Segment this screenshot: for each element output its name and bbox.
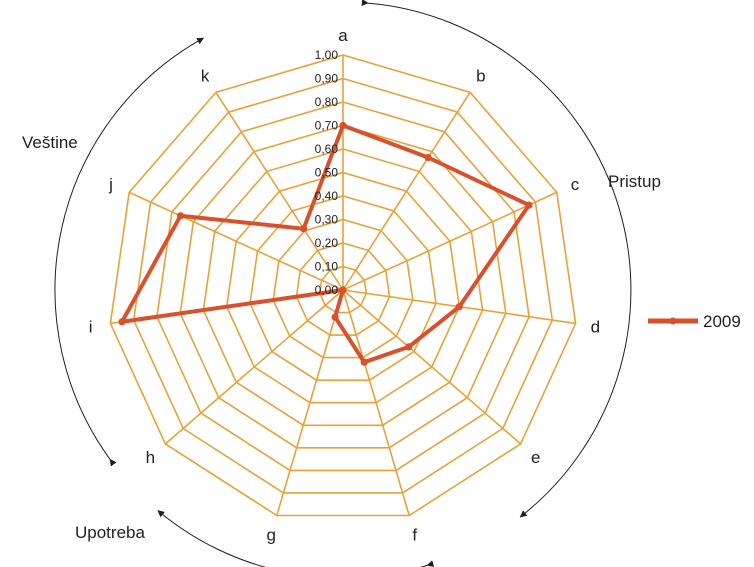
data-point <box>339 121 347 130</box>
category-label: b <box>476 67 485 86</box>
data-point <box>424 153 432 162</box>
data-point <box>339 286 347 294</box>
tick-label: 0,50 <box>315 166 339 180</box>
category-label: k <box>201 67 210 86</box>
tick-label: 0,30 <box>315 213 339 227</box>
data-point <box>525 201 533 209</box>
category-labels: a b c d e f g h i j k <box>89 26 600 545</box>
tick-label: 0,10 <box>315 260 339 274</box>
series-layer <box>118 121 533 366</box>
grid-spoke <box>276 289 344 516</box>
data-point <box>118 318 126 326</box>
data-point <box>176 212 185 220</box>
tick-label: 0,40 <box>315 189 339 203</box>
group-label-vestine: Veštine <box>22 133 78 152</box>
series-line-2009 <box>120 123 531 365</box>
group-arrow <box>361 0 632 518</box>
group-arrows <box>54 0 632 567</box>
tick-label: 1,00 <box>315 48 339 62</box>
data-point <box>360 358 368 366</box>
category-label: e <box>531 448 540 467</box>
group-arrow <box>157 510 435 567</box>
tick-label: 0,90 <box>315 72 339 86</box>
group-label-upotreba: Upotreba <box>75 523 145 542</box>
data-point <box>455 303 463 311</box>
legend-marker <box>669 317 677 325</box>
tick-label: 0,70 <box>315 119 339 133</box>
group-label-pristup: Pristup <box>608 172 661 191</box>
tick-label: 0,20 <box>315 236 339 250</box>
category-label: j <box>108 175 113 194</box>
data-point <box>331 313 339 321</box>
category-label: h <box>146 448 155 467</box>
legend-label: 2009 <box>703 312 741 331</box>
category-label: d <box>591 317 600 336</box>
category-label: a <box>338 26 348 45</box>
data-point <box>405 343 413 351</box>
tick-label: 0,00 <box>315 283 339 297</box>
category-label: c <box>571 175 580 194</box>
group-arrow <box>54 37 205 467</box>
tick-label: 0,80 <box>315 95 339 109</box>
category-label: f <box>412 526 417 545</box>
category-label: g <box>266 526 275 545</box>
category-label: i <box>89 317 93 336</box>
tick-labels: 0,00 0,10 0,20 0,30 0,40 0,50 0,60 0,70 0,80 0,90… <box>315 48 339 297</box>
legend: 2009 <box>648 312 741 331</box>
tick-label: 0,60 <box>315 142 339 156</box>
grid-spoke <box>215 91 344 291</box>
data-point <box>300 225 308 233</box>
